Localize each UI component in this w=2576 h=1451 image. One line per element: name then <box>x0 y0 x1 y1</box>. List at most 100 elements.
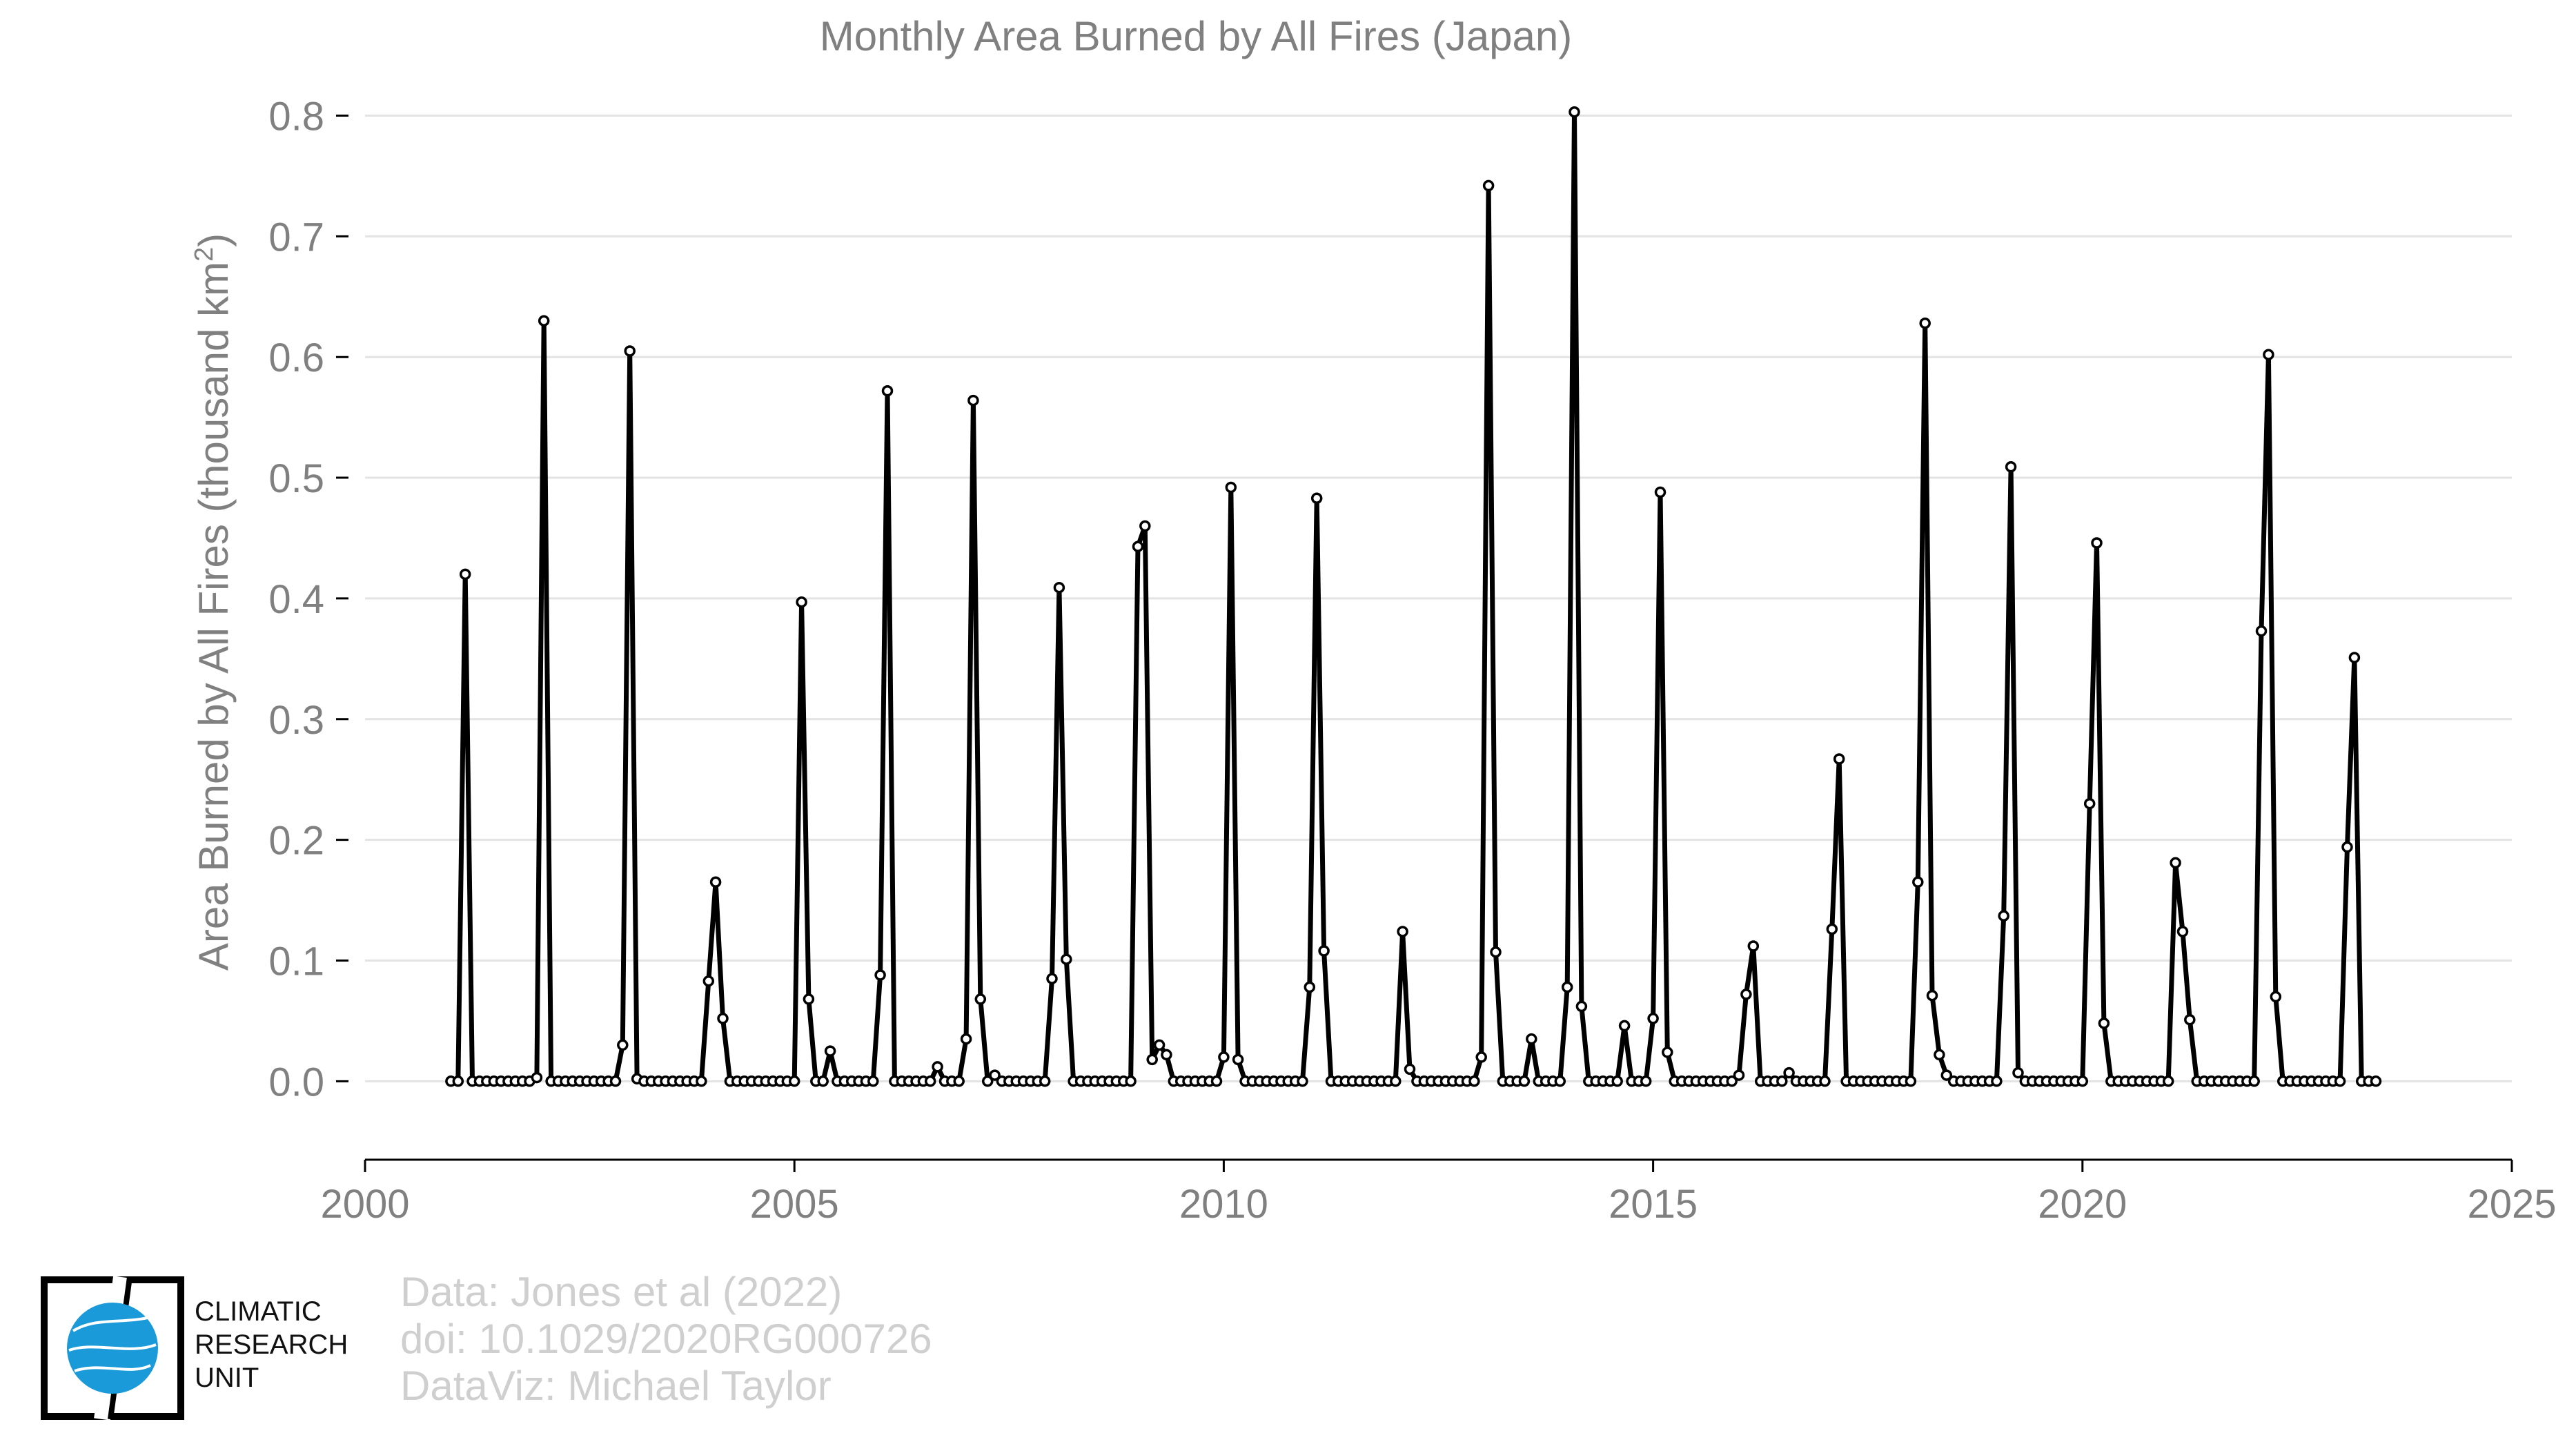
x-axis: 2000 2005 2010 2015 2020 2025 <box>320 1158 2557 1227</box>
data-point <box>1833 753 1845 765</box>
cru-logo-icon <box>41 1276 184 1421</box>
data-point <box>1934 1049 1945 1061</box>
data-point <box>1232 1053 1244 1066</box>
data-point <box>932 1061 943 1073</box>
data-point <box>1618 1020 1631 1032</box>
data-point <box>1039 1075 1051 1087</box>
data-point <box>2176 926 2189 937</box>
data-point <box>974 993 987 1005</box>
data-point <box>2334 1075 2346 1087</box>
data-point <box>1640 1075 1652 1087</box>
x-tick-label: 2025 <box>2467 1182 2556 1227</box>
data-point <box>960 1033 972 1045</box>
data-point <box>867 1075 879 1087</box>
data-point <box>1153 1039 1166 1051</box>
data-point <box>817 1075 829 1087</box>
logo-line-2: RESEARCH <box>195 1330 348 1360</box>
data-point <box>803 993 815 1005</box>
data-point <box>1046 973 1058 984</box>
data-point <box>1575 1000 1588 1013</box>
x-tick-label: 2000 <box>320 1182 409 1227</box>
data-point <box>1776 1075 1788 1087</box>
data-point <box>1310 492 1323 505</box>
logo-line-1: CLIMATIC <box>195 1296 322 1327</box>
y-tick-label: 0.2 <box>268 819 324 864</box>
data-point <box>1747 940 1760 952</box>
x-tick-label: 2010 <box>1179 1182 1268 1227</box>
data-point <box>1905 1075 1917 1087</box>
data-point <box>1611 1075 1623 1087</box>
x-tick-label: 2005 <box>750 1182 839 1227</box>
data-point <box>2370 1075 2382 1087</box>
data-point <box>953 1075 965 1087</box>
data-point <box>1397 926 1408 937</box>
data-point <box>1297 1075 1308 1087</box>
data-point <box>874 969 886 981</box>
x-tick-label: 2020 <box>2038 1182 2127 1227</box>
data-point <box>1390 1075 1402 1087</box>
y-tick-label: 0.7 <box>268 215 324 260</box>
credit-data-source: Data: Jones et al (2022) <box>400 1269 843 1315</box>
data-point <box>1468 1075 1480 1087</box>
data-point <box>788 1075 800 1087</box>
data-point <box>609 1075 622 1087</box>
data-point <box>717 1013 729 1024</box>
data-point <box>531 1071 543 1084</box>
data-point <box>1654 486 1666 498</box>
data-point <box>981 1075 994 1087</box>
data-point <box>1940 1069 1953 1081</box>
data-point <box>2184 1013 2196 1026</box>
data-point <box>1139 520 1151 532</box>
data-point <box>1647 1013 1659 1024</box>
data-point <box>1526 1033 1537 1045</box>
data-point <box>1146 1053 1158 1066</box>
credit-dataviz: DataViz: Michael Taylor <box>400 1363 832 1409</box>
y-tick-label: 0.5 <box>268 456 324 501</box>
y-tick-label: 0.3 <box>268 698 324 743</box>
data-point <box>1061 953 1072 965</box>
data-point <box>459 568 471 581</box>
data-point <box>1475 1051 1487 1063</box>
y-tick-label: 0.6 <box>268 335 324 380</box>
credit-doi: doi: 10.1029/2020RG000726 <box>400 1316 932 1362</box>
data-point <box>1132 541 1144 552</box>
data-point <box>1318 945 1330 957</box>
chart-title: Monthly Area Burned by All Fires (Japan) <box>820 13 1573 59</box>
data-point <box>1225 481 1237 494</box>
data-point <box>1783 1067 1795 1079</box>
data-point <box>2012 1067 2024 1079</box>
data-point <box>2098 1017 2110 1029</box>
data-point <box>2270 991 2282 1003</box>
data-point <box>1125 1075 1137 1087</box>
data-point <box>452 1075 464 1087</box>
y-tick-label: 0.8 <box>268 94 324 139</box>
data-point <box>2341 841 2353 853</box>
data-point <box>1740 989 1752 1000</box>
y-tick-label: 0.0 <box>268 1060 324 1104</box>
data-point <box>1569 106 1580 118</box>
data-point <box>1482 179 1495 192</box>
data-point <box>1662 1046 1673 1058</box>
data-point <box>1561 981 1573 993</box>
data-point <box>1991 1075 2003 1087</box>
cru-logo-text: CLIMATIC RESEARCH UNIT <box>195 1295 348 1394</box>
data-point <box>1210 1075 1223 1087</box>
data-point <box>2162 1075 2174 1087</box>
data-point <box>1819 1075 1831 1087</box>
data-point <box>709 876 722 888</box>
data-point <box>2263 349 2274 360</box>
y-axis-label: Area Burned by All Fires (thousand km2) <box>190 233 237 971</box>
data-point <box>2248 1075 2260 1087</box>
data-point <box>1733 1069 1745 1081</box>
data-point <box>2005 461 2017 473</box>
data-point <box>1218 1051 1230 1063</box>
data-point <box>989 1069 1001 1081</box>
data-point <box>1404 1063 1416 1075</box>
gridlines <box>365 114 2512 1082</box>
data-point <box>796 596 807 608</box>
data-point <box>1912 876 1924 888</box>
data-point <box>1726 1075 1738 1087</box>
data-point <box>2091 537 2103 549</box>
data-point <box>2170 857 2181 869</box>
series-area-burned <box>445 106 2382 1087</box>
